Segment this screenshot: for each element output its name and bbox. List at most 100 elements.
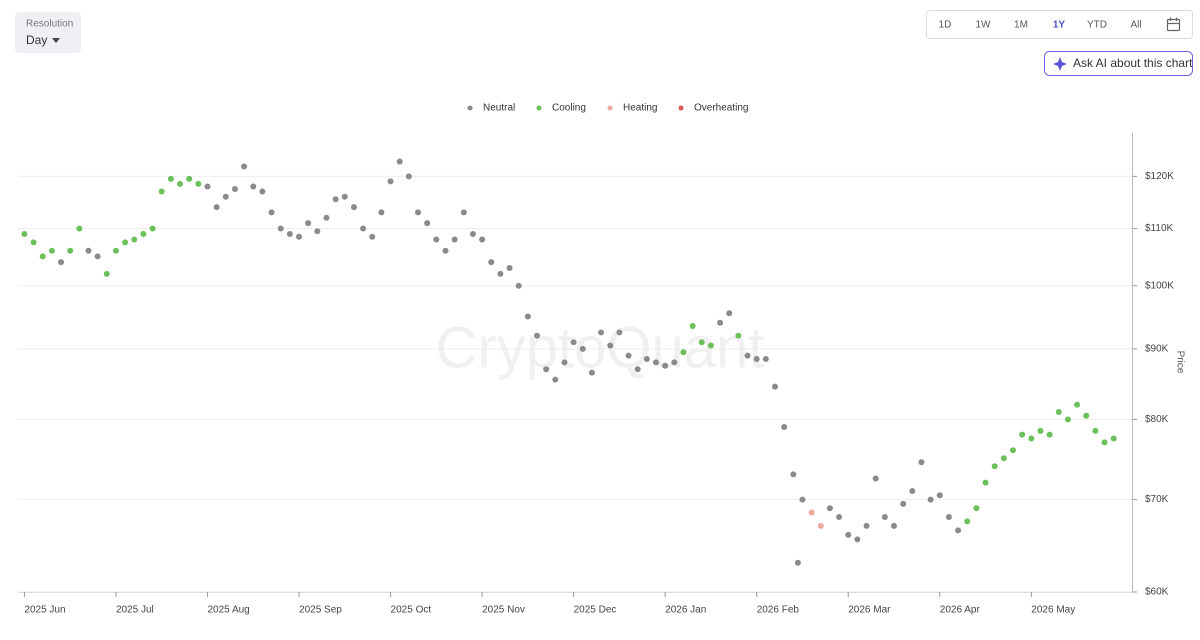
data-point xyxy=(30,239,37,246)
x-tick-label: 2026 May xyxy=(1031,605,1075,616)
data-point xyxy=(588,369,595,376)
data-point xyxy=(460,209,467,216)
data-point xyxy=(85,247,92,254)
range-button[interactable]: 1W xyxy=(976,20,992,31)
data-point xyxy=(881,513,888,520)
data-point xyxy=(286,231,293,238)
data-point xyxy=(268,209,275,216)
data-point xyxy=(332,196,339,203)
data-point xyxy=(387,178,394,185)
data-point xyxy=(405,173,412,180)
legend-label: Neutral xyxy=(483,103,515,114)
range-button[interactable]: 1M xyxy=(1014,20,1028,31)
data-point xyxy=(607,342,614,349)
x-tick-label: 2026 Apr xyxy=(940,605,981,616)
data-point xyxy=(76,225,83,232)
y-tick-label: $120K xyxy=(1145,171,1174,182)
data-point xyxy=(826,505,833,512)
data-point xyxy=(707,342,714,349)
range-button[interactable]: 1D xyxy=(939,20,952,31)
data-point xyxy=(781,424,788,431)
data-point xyxy=(131,236,138,243)
data-point xyxy=(616,329,623,336)
data-point xyxy=(534,332,541,339)
y-tick-label: $90K xyxy=(1145,344,1169,355)
data-point xyxy=(488,259,495,266)
data-point xyxy=(186,175,193,182)
data-point xyxy=(112,247,119,254)
data-point xyxy=(955,527,962,534)
data-point xyxy=(982,479,989,486)
data-point xyxy=(671,359,678,366)
legend-marker xyxy=(467,105,473,111)
range-button[interactable]: YTD xyxy=(1087,20,1107,31)
data-point xyxy=(570,339,577,346)
data-point xyxy=(863,522,870,529)
data-point xyxy=(717,319,724,326)
data-point xyxy=(1064,416,1071,423)
data-point xyxy=(653,359,660,366)
data-point xyxy=(1074,401,1081,408)
data-point xyxy=(1055,409,1062,416)
data-point xyxy=(305,220,312,227)
data-point xyxy=(735,332,742,339)
data-point xyxy=(222,193,229,200)
calendar-icon[interactable] xyxy=(1166,17,1181,32)
resolution-select[interactable] xyxy=(15,12,81,53)
data-point xyxy=(122,239,129,246)
legend-marker xyxy=(607,105,613,111)
data-point xyxy=(753,355,760,362)
x-tick-label: 2025 Jun xyxy=(24,605,65,616)
data-point xyxy=(1092,427,1099,434)
data-point xyxy=(241,163,248,170)
data-point xyxy=(369,233,376,240)
data-point xyxy=(103,270,110,277)
data-point xyxy=(945,513,952,520)
data-point xyxy=(1083,412,1090,419)
x-tick-label: 2025 Nov xyxy=(482,605,525,616)
dropdown-arrow xyxy=(52,38,60,43)
data-point xyxy=(48,247,55,254)
data-point xyxy=(643,355,650,362)
y-tick-label: $70K xyxy=(1145,494,1169,505)
data-point xyxy=(140,231,147,238)
data-point xyxy=(772,383,779,390)
data-point xyxy=(524,313,531,320)
x-tick-label: 2026 Jan xyxy=(665,605,706,616)
data-point xyxy=(1028,435,1035,442)
data-point xyxy=(213,204,220,211)
x-tick-label: 2026 Mar xyxy=(848,605,891,616)
range-button[interactable]: All xyxy=(1130,20,1141,31)
data-point xyxy=(689,322,696,329)
data-point xyxy=(58,259,65,266)
data-point xyxy=(21,231,28,238)
data-point xyxy=(1101,439,1108,446)
x-tick-label: 2025 Dec xyxy=(574,605,617,616)
ai-icon xyxy=(1053,57,1067,71)
y-tick-label: $60K xyxy=(1145,587,1169,598)
data-point xyxy=(1019,431,1026,438)
ask-ai-button[interactable] xyxy=(1044,51,1193,76)
data-point xyxy=(794,559,801,566)
data-point xyxy=(259,188,266,195)
legend-label: Cooling xyxy=(552,103,586,114)
data-point xyxy=(415,209,422,216)
data-point xyxy=(909,488,916,495)
data-point xyxy=(250,183,257,190)
data-point xyxy=(314,228,321,235)
data-point xyxy=(854,536,861,543)
y-tick-label: $110K xyxy=(1145,223,1174,234)
data-point xyxy=(561,359,568,366)
range-button[interactable]: 1Y xyxy=(1053,20,1066,31)
data-point xyxy=(506,264,513,271)
x-tick-label: 2025 Jul xyxy=(116,605,154,616)
data-point xyxy=(341,193,348,200)
data-point xyxy=(552,376,559,383)
data-point xyxy=(543,366,550,373)
x-tick-label: 2026 Feb xyxy=(757,605,800,616)
data-point xyxy=(744,352,751,359)
data-point xyxy=(936,492,943,499)
data-point xyxy=(845,531,852,538)
data-point xyxy=(991,463,998,470)
data-point xyxy=(323,214,330,221)
